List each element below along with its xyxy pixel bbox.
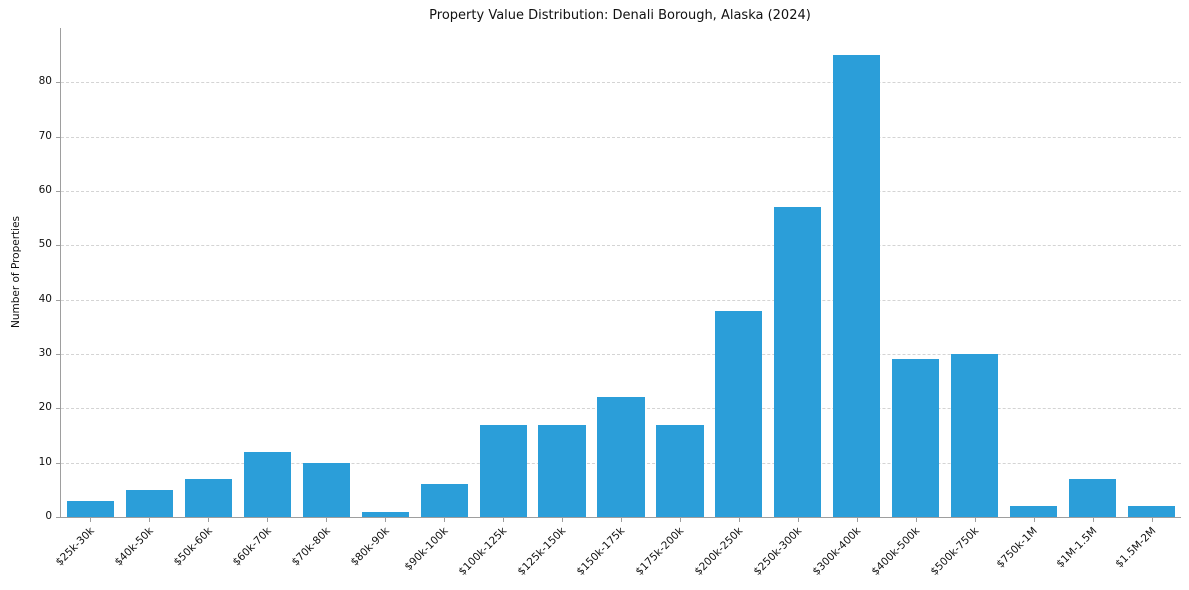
x-tick-label: $200k-250k (692, 525, 746, 578)
x-tick-mark (267, 517, 269, 522)
y-tick-label: 60 (38, 184, 52, 196)
x-tick-label: $750k-1M (994, 525, 1041, 571)
bar (420, 484, 468, 517)
y-tick-mark (56, 191, 61, 192)
x-tick-label: $175k-200k (633, 525, 687, 578)
gridline (61, 354, 1181, 355)
x-tick-mark (797, 517, 799, 522)
x-tick-label: $40k-50k (112, 525, 156, 569)
x-tick-mark (1033, 517, 1035, 522)
x-tick-mark (90, 517, 92, 522)
x-tick-label: $100k-125k (456, 525, 510, 578)
x-tick-mark (856, 517, 858, 522)
y-tick-label: 70 (38, 129, 52, 142)
gridline (61, 191, 1181, 192)
y-tick-mark (56, 82, 61, 84)
x-tick-label: $50k-60k (171, 525, 215, 569)
x-tick-mark (738, 517, 740, 522)
x-tick-label: $1M-1.5M (1053, 525, 1100, 571)
gridline (61, 82, 1181, 84)
x-tick-label: $60k-70k (230, 525, 274, 569)
x-tick-label: $90k-100k (402, 525, 451, 574)
gridline (61, 245, 1181, 247)
bar (1127, 506, 1176, 517)
x-tick-mark (326, 517, 328, 522)
x-tick-label: $80k-90k (348, 525, 392, 569)
bar (479, 424, 527, 517)
y-tick-label: 50 (38, 238, 52, 251)
y-axis-label: Number of Properties (10, 215, 22, 329)
y-tick-mark (56, 136, 61, 138)
bar (538, 424, 586, 517)
chart-title: Property Value Distribution: Denali Boro… (429, 8, 811, 23)
x-tick-label: $400k-500k (869, 525, 923, 578)
bar (656, 424, 704, 517)
x-tick-mark (1092, 517, 1094, 522)
y-tick-mark (56, 299, 61, 301)
y-tick-label: 20 (38, 401, 52, 414)
bar (715, 310, 763, 517)
x-tick-label: $125k-150k (515, 525, 569, 578)
x-tick-mark (915, 517, 917, 522)
gridline (61, 299, 1181, 301)
bar (774, 207, 822, 517)
bar (66, 500, 115, 517)
x-tick-mark (679, 517, 681, 522)
y-tick-label: 80 (38, 75, 52, 88)
bar (833, 55, 881, 517)
bar (125, 489, 173, 517)
y-tick-mark (56, 517, 61, 518)
x-tick-mark (385, 517, 387, 522)
bar (1010, 506, 1058, 517)
y-tick-mark (56, 245, 61, 247)
bar (951, 354, 999, 517)
x-tick-label: $500k-750k (928, 525, 982, 578)
x-tick-mark (444, 517, 446, 522)
gridline (61, 136, 1181, 138)
plot-area: 0 10 20 30 40 50 60 70 80 $25k-30k $40k-50k $50k-60… (39, 28, 1181, 578)
y-tick-mark (56, 462, 61, 464)
bar (243, 451, 291, 517)
bar (892, 359, 940, 517)
x-tick-mark (503, 517, 505, 522)
y-tick-label: 10 (38, 455, 52, 468)
x-tick-mark (208, 517, 210, 522)
bar (361, 511, 409, 517)
x-tick-mark (149, 517, 151, 522)
bar (184, 478, 232, 517)
y-tick-label: 30 (38, 347, 52, 359)
x-tick-label: $150k-175k (574, 525, 628, 578)
x-tick-label: $250k-300k (751, 525, 805, 578)
y-tick-label: 0 (45, 510, 52, 522)
y-tick-mark (56, 408, 61, 410)
x-tick-label: $70k-80k (289, 525, 333, 569)
x-tick-mark (621, 517, 622, 522)
x-tick-mark (562, 517, 564, 522)
bar (1069, 478, 1117, 517)
x-tick-mark (974, 517, 976, 522)
y-tick-label: 40 (38, 292, 52, 305)
x-tick-label: $300k-400k (810, 525, 864, 578)
x-tick-label: $1.5M-2M (1112, 525, 1159, 571)
y-tick-mark (56, 354, 61, 355)
bar (597, 397, 645, 517)
bar (302, 462, 350, 517)
x-tick-mark (1151, 517, 1153, 522)
x-tick-label: $25k-30k (53, 525, 97, 569)
